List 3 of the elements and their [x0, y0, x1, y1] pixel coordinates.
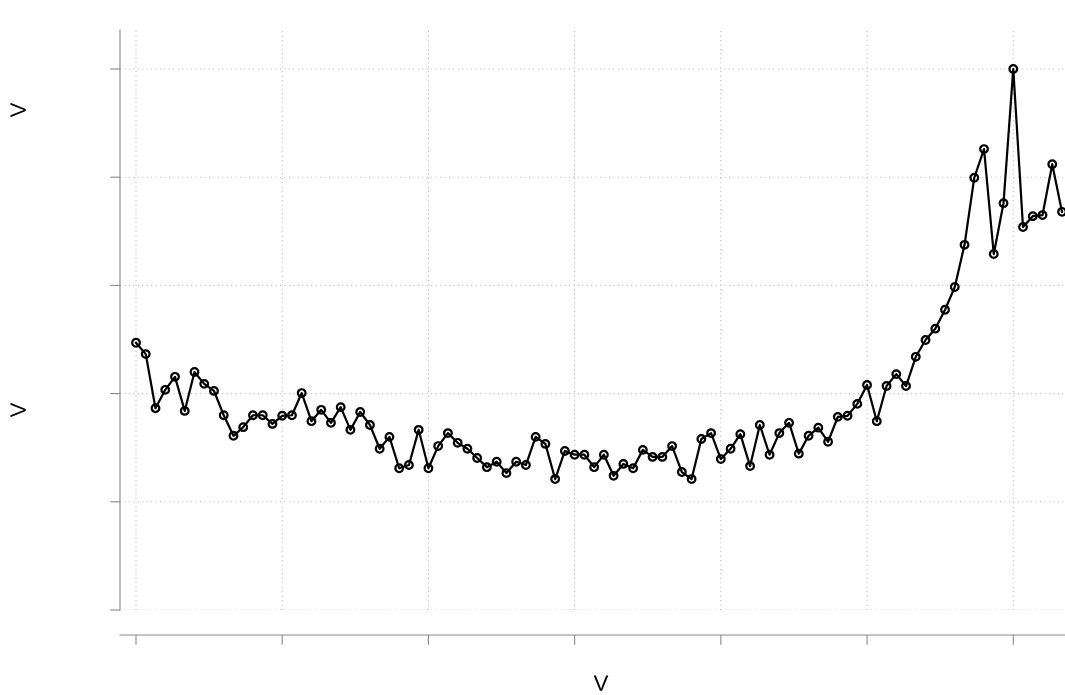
y-axis-title: V — [10, 402, 26, 418]
x-axis-title: V — [593, 675, 609, 691]
text: V — [10, 102, 26, 118]
